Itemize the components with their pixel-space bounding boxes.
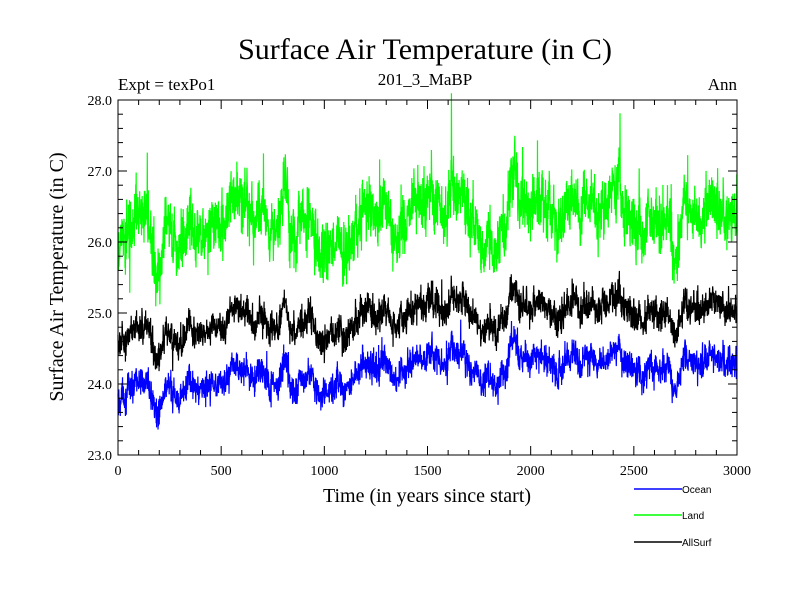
series-layer	[117, 93, 738, 430]
chart-subtitle-right: Ann	[708, 75, 738, 94]
x-tick-label: 2000	[517, 464, 545, 479]
chart-title: Surface Air Temperature (in C)	[238, 33, 612, 66]
chart-subtitle-center: 201_3_MaBP	[378, 70, 472, 89]
y-tick-label: 27.0	[88, 165, 113, 180]
series-line-land	[117, 93, 738, 307]
y-tick-label: 23.0	[88, 449, 113, 464]
y-tick-label: 24.0	[88, 378, 113, 393]
series-line-allsurf	[117, 270, 738, 372]
y-axis-label: Surface Air Temperature (in C)	[46, 152, 68, 401]
y-tick-label: 25.0	[88, 307, 113, 322]
x-tick-label: 2500	[620, 464, 648, 479]
legend-label-land: Land	[682, 511, 704, 522]
x-tick-label: 3000	[723, 464, 751, 479]
ticks-layer: 0 500 1000 1500 2000 2500 3000 23.0 24.0 25.0 26.0…	[88, 94, 752, 479]
x-tick-label: 0	[115, 464, 122, 479]
x-tick-label: 500	[211, 464, 232, 479]
legend-label-ocean: Ocean	[682, 485, 711, 496]
x-tick-label: 1500	[414, 464, 442, 479]
x-tick-label: 1000	[310, 464, 338, 479]
y-tick-label: 26.0	[88, 236, 113, 251]
legend: Ocean Land AllSurf	[634, 485, 712, 549]
y-tick-label: 28.0	[88, 94, 113, 109]
chart-subtitle-left: Expt = texPo1	[118, 75, 215, 94]
legend-label-allsurf: AllSurf	[682, 538, 712, 549]
series-line-ocean	[117, 319, 738, 430]
x-axis-label: Time (in years since start)	[323, 485, 531, 507]
